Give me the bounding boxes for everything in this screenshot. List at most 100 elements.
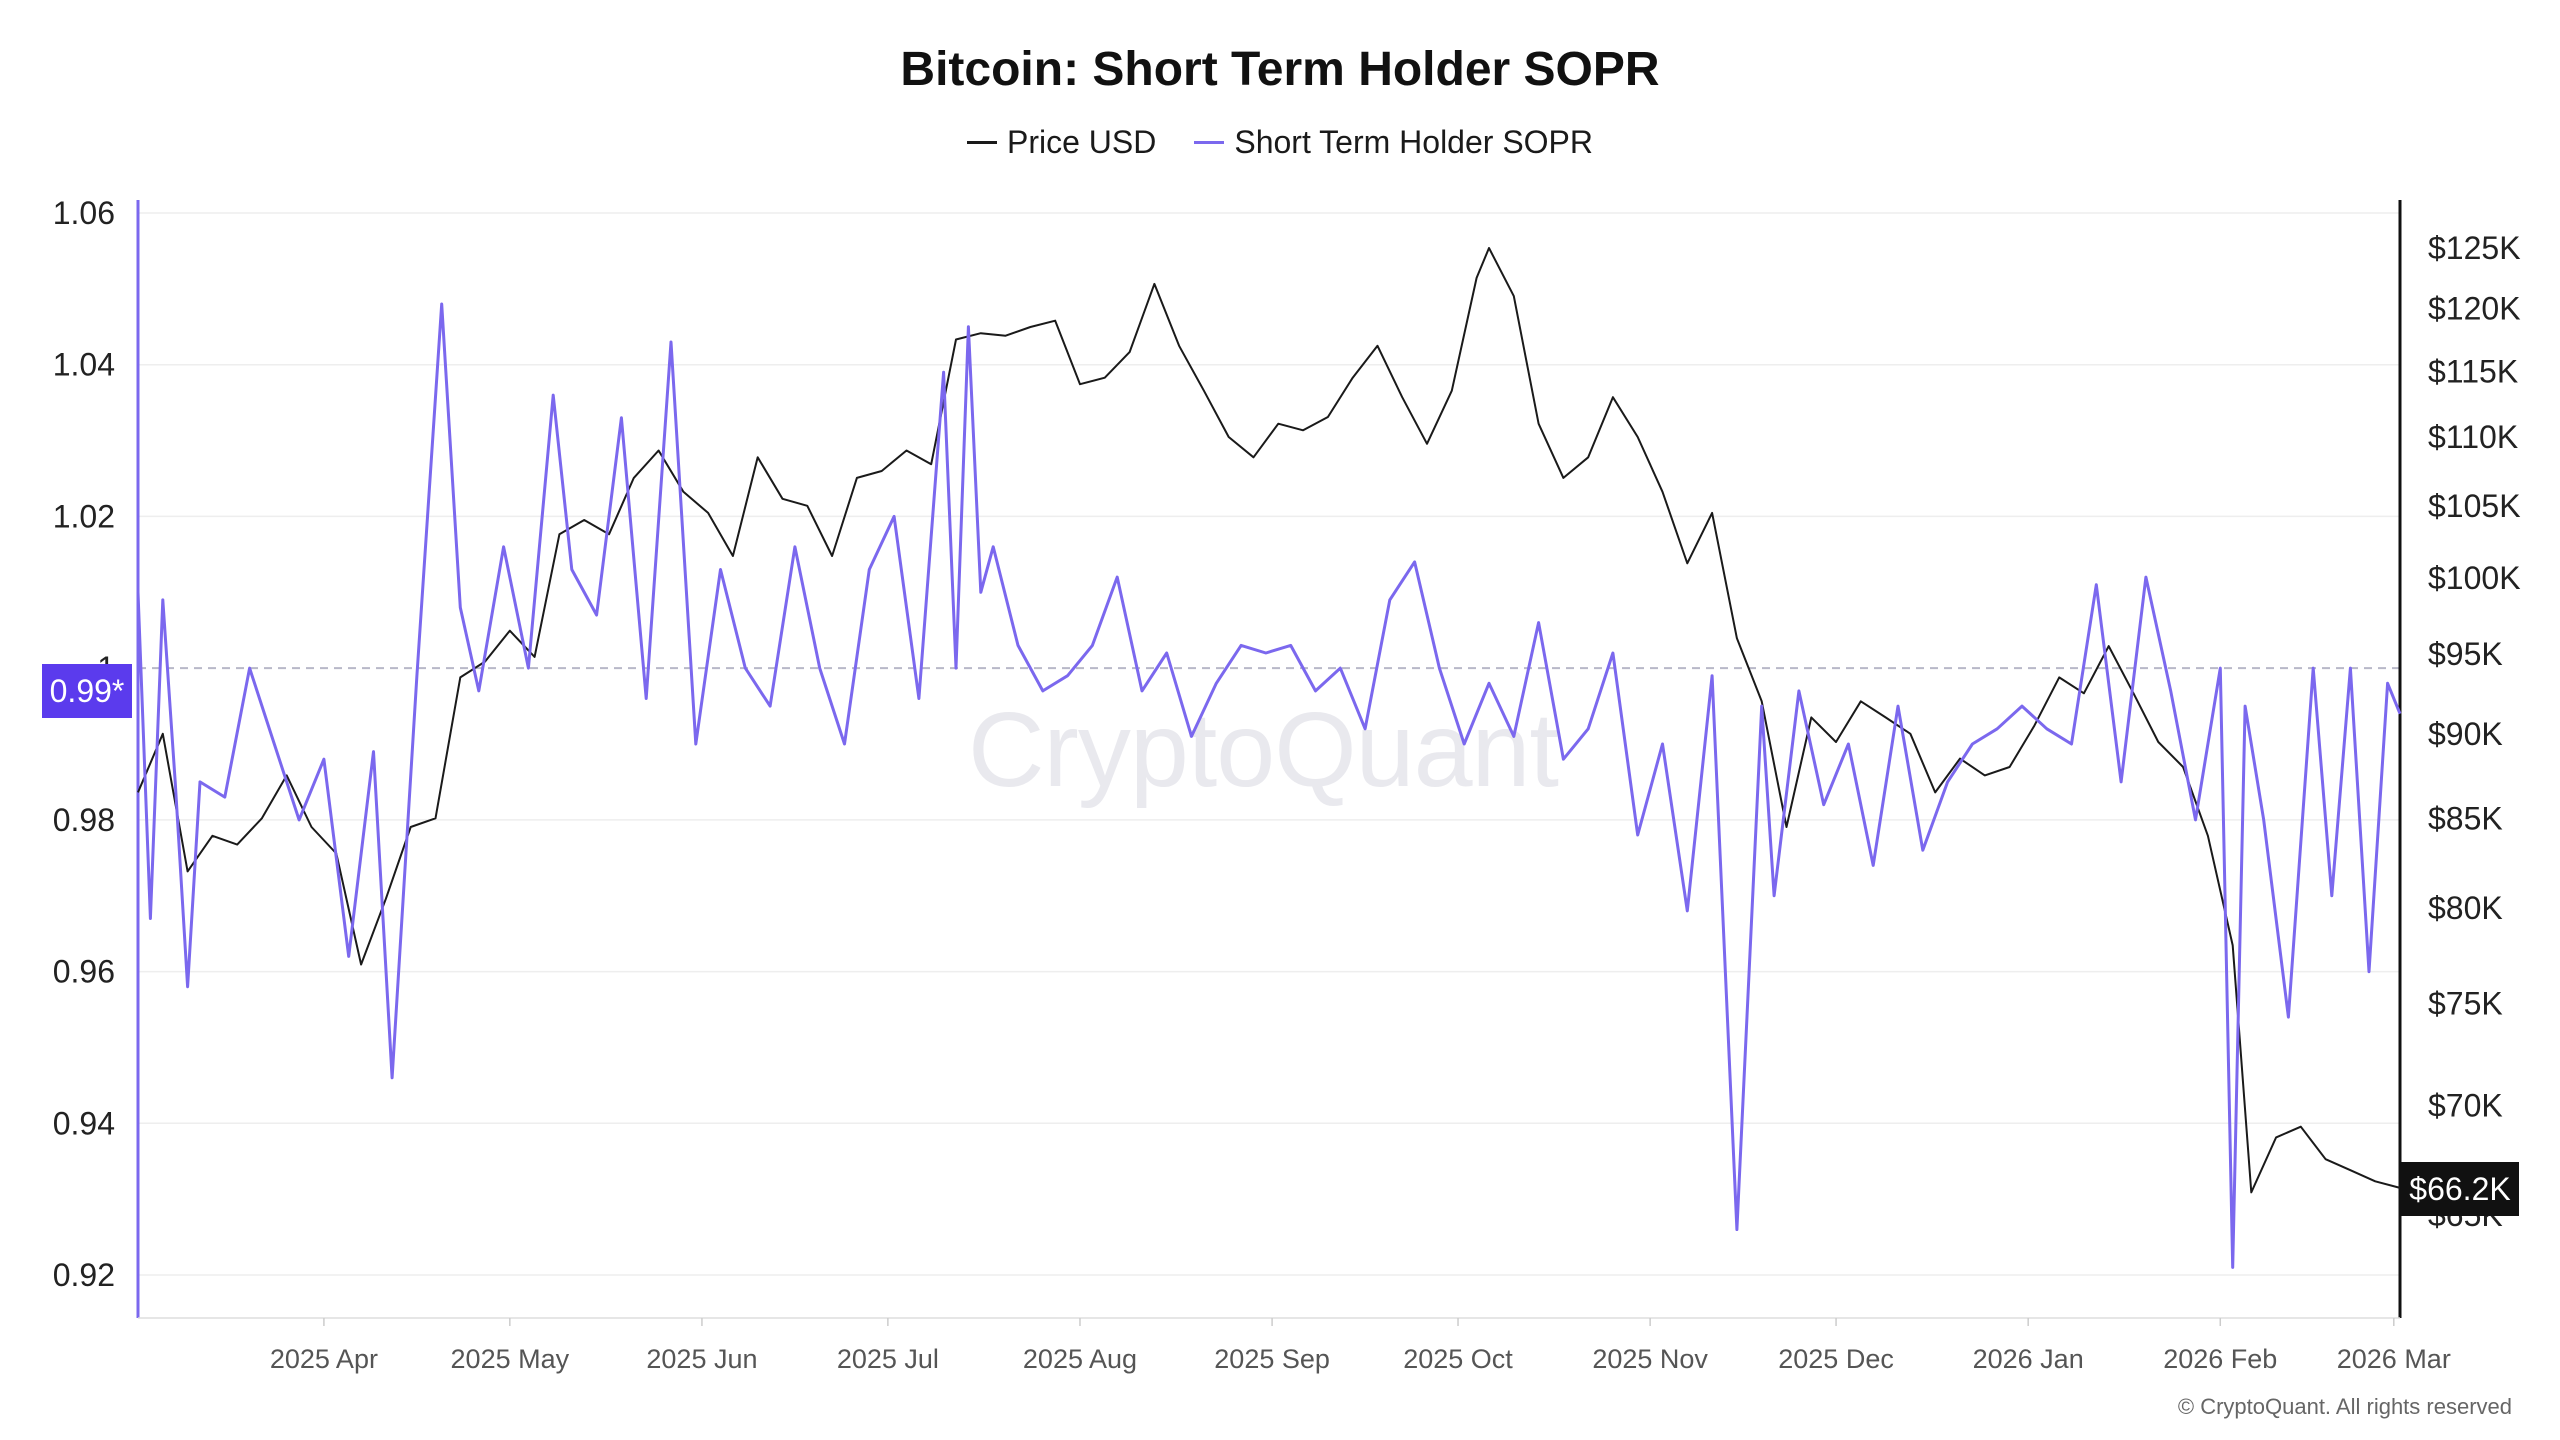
price-point	[1277, 422, 1280, 425]
x-tick-label: 2026 Mar	[2337, 1344, 2451, 1374]
price-point	[533, 655, 536, 658]
sopr-point	[2349, 667, 2352, 670]
y-right-tick-label: $70K	[2428, 1087, 2503, 1123]
sopr-point	[1289, 644, 1292, 647]
sopr-point	[1314, 689, 1317, 692]
y-right-tick-label: $120K	[2428, 290, 2521, 326]
sopr-point	[1537, 621, 1540, 624]
y-right-tick-label: $110K	[2428, 419, 2518, 455]
sopr-point	[2330, 894, 2333, 897]
price-point	[1004, 334, 1007, 337]
sopr-point	[2045, 727, 2048, 730]
sopr-point	[2368, 970, 2371, 973]
price-point	[1302, 429, 1305, 432]
sopr-point	[1847, 743, 1850, 746]
sopr-point	[1264, 652, 1267, 655]
current-sopr-label: 0.99*	[42, 664, 132, 718]
y-left-tick-label: 0.96	[53, 954, 115, 990]
sopr-point	[161, 598, 164, 601]
price-point	[955, 338, 958, 341]
sopr-point	[1921, 849, 1924, 852]
price-point	[1227, 436, 1230, 439]
price-point	[1488, 247, 1491, 250]
sopr-point	[459, 606, 462, 609]
sopr-point	[2144, 576, 2147, 579]
price-point	[2157, 741, 2160, 744]
price-point	[1884, 716, 1887, 719]
sopr-point	[2312, 667, 2315, 670]
sopr-point	[2219, 667, 2222, 670]
sopr-point	[1611, 652, 1614, 655]
price-point	[558, 533, 561, 536]
x-tick-label: 2026 Jan	[1973, 1344, 2084, 1374]
sopr-point	[1413, 560, 1416, 563]
sopr-point	[719, 568, 722, 571]
price-point	[2033, 724, 2036, 727]
sopr-point	[2399, 712, 2402, 715]
legend-swatch-price	[967, 141, 997, 144]
price-point	[806, 504, 809, 507]
price-point	[979, 332, 982, 335]
y-right-tick-label: $85K	[2428, 800, 2503, 836]
sopr-point	[502, 545, 505, 548]
sopr-point	[979, 591, 982, 594]
y-left-tick-label: 0.92	[53, 1257, 115, 1293]
sopr-point	[2120, 780, 2123, 783]
sopr-point	[1488, 682, 1491, 685]
price-point	[1735, 637, 1738, 640]
x-tick-label: 2025 Jun	[646, 1344, 757, 1374]
chart-legend: Price USD Short Term Holder SOPR	[0, 124, 2560, 161]
sopr-point	[744, 667, 747, 670]
price-point	[1128, 351, 1131, 354]
sopr-point	[223, 796, 226, 799]
sopr-point	[645, 697, 648, 700]
cryptoquant-watermark: CryptoQuant	[968, 691, 1559, 809]
price-point	[1934, 791, 1937, 794]
sopr-point	[1041, 689, 1044, 692]
price-point	[1760, 700, 1763, 703]
sopr-point	[1438, 667, 1441, 670]
price-point	[1537, 422, 1540, 425]
price-point	[1475, 276, 1478, 279]
sopr-point	[2169, 689, 2172, 692]
sopr-point	[2287, 1016, 2290, 1019]
price-point	[384, 897, 387, 900]
price-point	[1859, 700, 1862, 703]
sopr-point	[1165, 652, 1168, 655]
sopr-point	[1141, 689, 1144, 692]
price-point	[657, 449, 660, 452]
price-point	[1376, 344, 1379, 347]
price-point	[632, 476, 635, 479]
sopr-point	[149, 917, 152, 920]
sopr-point	[137, 591, 140, 594]
price-point	[731, 555, 734, 558]
sopr-point	[917, 697, 920, 700]
sopr-point	[440, 303, 443, 306]
sopr-point	[1388, 598, 1391, 601]
price-point	[360, 963, 363, 966]
sopr-point	[2021, 705, 2024, 708]
sopr-point	[1116, 576, 1119, 579]
price-point	[2299, 1125, 2302, 1128]
price-point	[1401, 396, 1404, 399]
sopr-point	[391, 1076, 394, 1079]
price-point	[1054, 319, 1057, 322]
legend-item-price[interactable]: Price USD	[967, 124, 1156, 161]
price-point	[1153, 282, 1156, 285]
series-line-sth-sopr	[136, 302, 2402, 1269]
sopr-point	[248, 667, 251, 670]
sopr-point	[2095, 583, 2098, 586]
price-point	[1983, 774, 1986, 777]
price-point	[930, 463, 933, 466]
sopr-point	[868, 568, 871, 571]
price-point	[2231, 944, 2234, 947]
sopr-point	[670, 341, 673, 344]
x-tick-label: 2025 May	[451, 1344, 570, 1374]
x-tick-label: 2025 Jul	[837, 1344, 939, 1374]
price-point	[1202, 389, 1205, 392]
sopr-point	[992, 545, 995, 548]
sopr-point	[1872, 864, 1875, 867]
legend-item-sopr[interactable]: Short Term Holder SOPR	[1194, 124, 1593, 161]
copyright-text: © CryptoQuant. All rights reserved	[2177, 1394, 2512, 1419]
price-point	[855, 476, 858, 479]
